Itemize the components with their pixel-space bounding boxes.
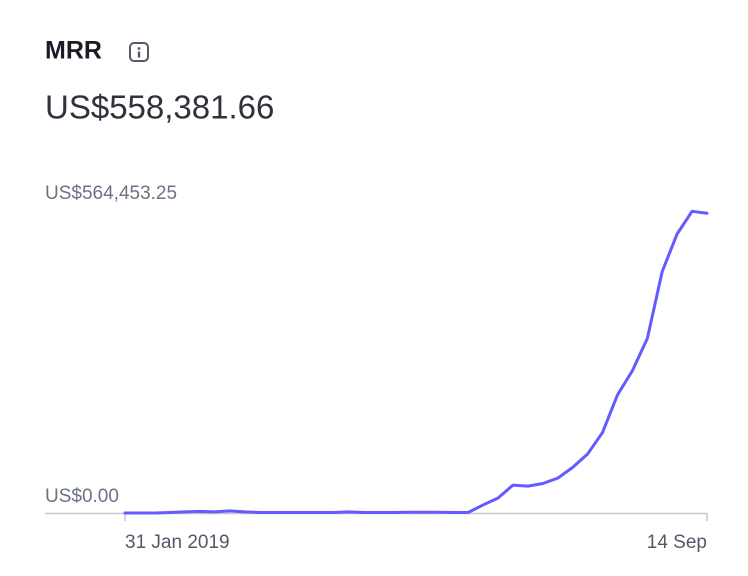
x-tick-label: 14 Sep [647,532,707,553]
info-icon[interactable] [129,42,149,62]
info-icon-frame [129,42,149,62]
y-tick-label: US$0.00 [45,486,119,507]
chart-title: MRR [45,37,102,65]
y-tick-label: US$564,453.25 [45,183,177,204]
info-icon-dot [137,47,141,50]
x-tick-label: 31 Jan 2019 [125,532,230,553]
series-line [123,209,709,515]
info-icon-bar [137,51,141,58]
headline-value: US$558,381.66 [45,89,274,126]
